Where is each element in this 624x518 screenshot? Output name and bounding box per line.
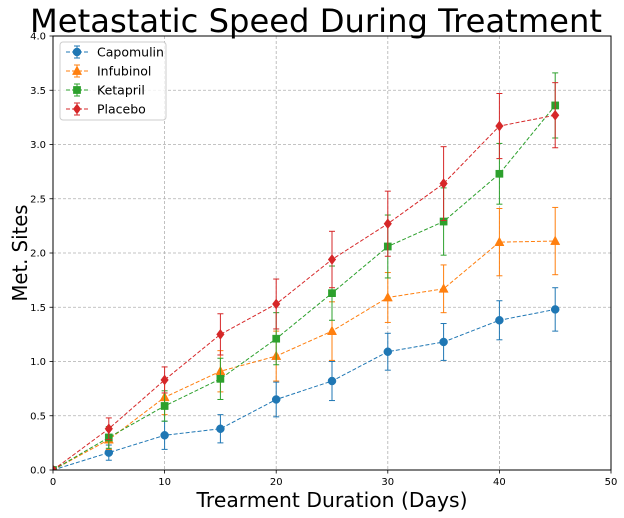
y-tick-label: 0.5: [30, 411, 46, 422]
y-axis-ticks: 0.0 0.5 1.0 1.5 2.0 2.5 3.0 3.5 4.0: [30, 32, 53, 477]
data-point-placebo: [104, 423, 113, 435]
series-line-infubinol: [53, 240, 556, 470]
legend-label-capomulin: Capomulin: [97, 45, 164, 60]
data-point-capomulin: [216, 424, 225, 434]
plot-series: [53, 72, 561, 470]
legend-marker-placebo: [72, 103, 82, 115]
series-line-ketapril: [53, 105, 556, 470]
y-tick-label: 3.5: [30, 86, 46, 97]
data-point-capomulin: [550, 305, 560, 314]
x-tick-label: 0: [50, 477, 56, 488]
data-point-placebo: [160, 374, 169, 386]
y-tick-label: 1.5: [30, 303, 46, 314]
data-point-ketapril: [160, 402, 169, 410]
y-tick-label: 0.0: [30, 466, 46, 477]
data-point-capomulin: [383, 347, 393, 356]
data-point-capomulin: [439, 337, 448, 347]
series-line-capomulin: [53, 308, 556, 470]
data-point-placebo: [495, 120, 504, 132]
data-point-capomulin: [495, 316, 504, 325]
legend-entry-infubinol: Infubinol: [66, 64, 151, 79]
legend-marker-capomulin: [72, 47, 82, 57]
data-point-infubinol: [438, 283, 449, 293]
data-point-placebo: [551, 109, 560, 121]
data-point-placebo: [327, 254, 337, 265]
data-point-placebo: [272, 298, 281, 310]
data-point-ketapril: [495, 169, 504, 178]
data-point-infubinol: [326, 325, 338, 335]
legend-entry-capomulin: Capomulin: [66, 45, 164, 60]
data-point-placebo: [383, 218, 392, 230]
data-point-infubinol: [382, 291, 393, 302]
data-point-placebo: [439, 178, 448, 189]
x-axis-ticks: 0 10 20 30 40 50: [50, 470, 618, 488]
data-point-ketapril: [272, 334, 281, 343]
legend-entry-placebo: Placebo: [66, 102, 146, 117]
y-tick-label: 1.0: [30, 357, 46, 368]
data-point-capomulin: [160, 431, 169, 440]
x-tick-label: 30: [381, 477, 394, 488]
data-point-capomulin: [271, 395, 281, 404]
series-capomulin: [53, 287, 560, 470]
data-point-ketapril: [216, 375, 225, 383]
legend-box: [59, 41, 167, 121]
y-tick-label: 2.5: [30, 194, 46, 205]
legend-label-infubinol: Infubinol: [97, 64, 151, 79]
y-tick-label: 2.0: [30, 249, 46, 260]
x-axis-label: Trearment Duration (Days): [195, 488, 467, 512]
x-tick-label: 10: [158, 477, 171, 488]
legend: Capomulin Infubinol Ketapril Placebo: [59, 41, 167, 121]
x-tick-label: 20: [270, 477, 283, 488]
legend-marker-ketapril: [73, 86, 81, 94]
data-point-placebo: [53, 464, 58, 470]
y-tick-label: 3.0: [30, 140, 46, 151]
legend-entry-ketapril: Ketapril: [66, 83, 145, 98]
series-placebo: [53, 82, 560, 470]
y-tick-label: 4.0: [30, 32, 46, 43]
series-line-placebo: [53, 114, 556, 470]
legend-label-ketapril: Ketapril: [97, 83, 145, 98]
data-point-infubinol: [550, 235, 561, 245]
legend-marker-infubinol: [71, 65, 83, 75]
data-point-placebo: [216, 328, 225, 340]
data-point-infubinol: [494, 236, 505, 246]
data-point-ketapril: [328, 289, 336, 297]
x-tick-label: 40: [493, 477, 506, 488]
data-point-capomulin: [327, 376, 337, 386]
legend-label-placebo: Placebo: [97, 102, 146, 117]
chart-title: Metastatic Speed During Treatment: [30, 2, 602, 40]
x-tick-label: 50: [605, 477, 618, 488]
y-axis-label: Met. Sites: [8, 205, 32, 302]
